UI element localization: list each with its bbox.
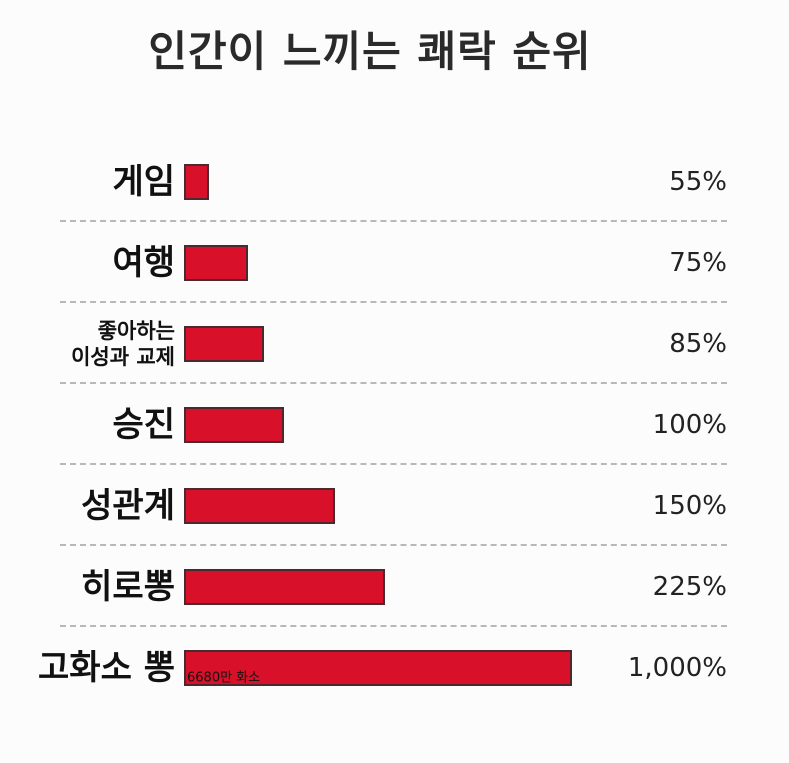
value-label: 100%	[652, 410, 727, 440]
value-label: 75%	[669, 248, 727, 278]
value-label: 1,000%	[627, 653, 727, 683]
separator	[60, 301, 727, 303]
chart-title: 인간이 느끼는 쾌락 순위	[148, 27, 592, 76]
separator	[60, 382, 727, 384]
category-label: 히로뽕	[81, 566, 175, 607]
annotation: 6680만 화소	[187, 670, 261, 686]
bar	[184, 326, 264, 362]
bar	[184, 650, 572, 686]
category-label: 승진	[112, 404, 175, 445]
bar	[184, 164, 210, 200]
separator	[60, 625, 727, 627]
value-label: 150%	[652, 491, 727, 521]
category-label: 성관계	[81, 485, 175, 526]
category-label: 여행	[112, 242, 175, 283]
bar	[184, 569, 386, 605]
value-label: 55%	[669, 167, 727, 197]
bar	[184, 488, 335, 524]
separator	[60, 220, 727, 222]
bar	[184, 407, 284, 443]
bar	[184, 245, 248, 281]
value-label: 225%	[652, 572, 727, 602]
value-label: 85%	[669, 329, 727, 359]
separator	[60, 544, 727, 546]
separator	[60, 463, 727, 465]
category-label: 게임	[112, 161, 175, 202]
category-label: 좋아하는 이성과 교제	[71, 318, 175, 369]
category-label: 고화소 뽕	[38, 647, 175, 688]
